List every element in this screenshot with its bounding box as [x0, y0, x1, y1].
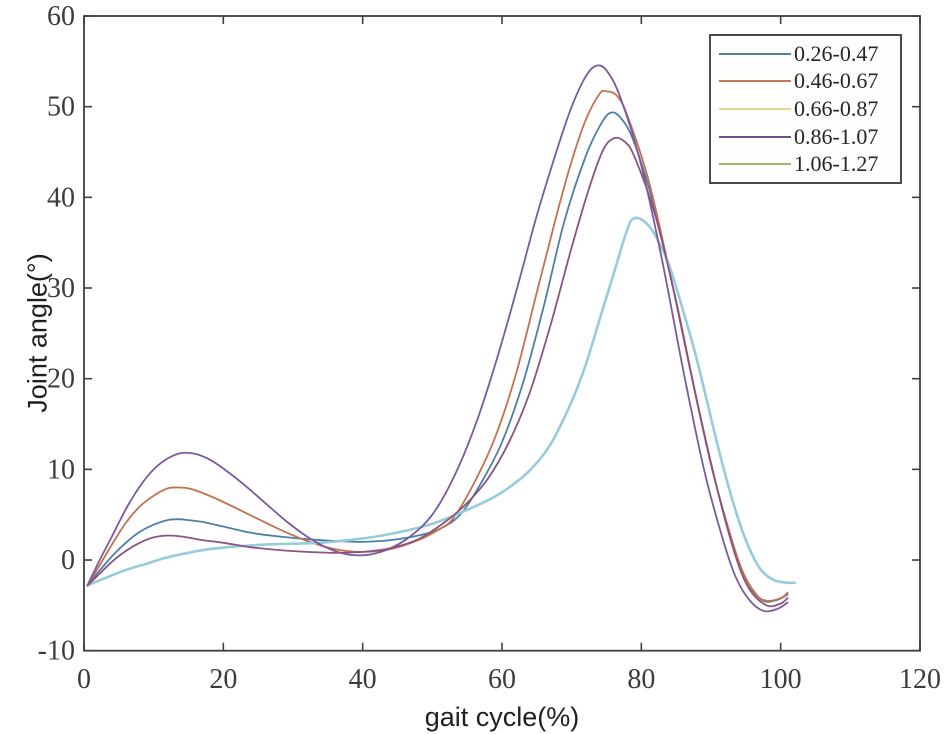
- y-tick-label: 30: [47, 273, 75, 304]
- x-tick-label: 0: [77, 664, 91, 695]
- legend-item: 0.86-1.07: [719, 124, 892, 150]
- legend-item: 0.26-0.47: [719, 41, 892, 67]
- legend-label: 0.26-0.47: [794, 40, 879, 66]
- y-tick-label: -10: [38, 636, 75, 667]
- x-tick-label: 80: [627, 664, 655, 695]
- y-axis-label: Joint angle(°): [22, 253, 53, 413]
- legend-item: 0.66-0.87: [719, 96, 892, 122]
- legend-label: 0.66-0.87: [794, 95, 879, 121]
- legend-item: 0.46-0.67: [719, 68, 892, 94]
- series-line-0.86-1.07: [86, 64, 789, 613]
- legend-item: 1.06-1.27: [719, 151, 892, 177]
- legend-line-swatch: [719, 80, 791, 83]
- y-tick-label: 0: [61, 545, 75, 576]
- x-tick-label: 20: [209, 664, 237, 695]
- x-tick-label: 60: [488, 664, 516, 695]
- y-tick-label: 40: [47, 182, 75, 213]
- x-tick-label: 40: [349, 664, 377, 695]
- legend-line-swatch: [719, 52, 791, 55]
- y-tick-label: 10: [47, 454, 75, 485]
- legend-label: 0.46-0.67: [794, 68, 879, 94]
- series-line-1.06-1.27: [86, 136, 789, 608]
- y-tick-label: 50: [47, 92, 75, 123]
- legend-label: 0.86-1.07: [794, 123, 879, 149]
- legend-line-swatch: [719, 107, 791, 110]
- legend-line-swatch: [719, 163, 791, 166]
- legend: 0.26-0.47 0.46-0.67 0.66-0.87 0.86-1.07 1.06…: [709, 34, 902, 184]
- legend-line-swatch: [719, 135, 791, 138]
- series-line-0.66-0.87: [86, 216, 796, 587]
- series-line-0.26-0.47: [86, 111, 789, 603]
- x-tick-label: 120: [899, 664, 941, 695]
- x-axis-label: gait cycle(%): [424, 702, 580, 732]
- y-tick-label: 20: [47, 364, 75, 395]
- legend-label: 1.06-1.27: [794, 151, 879, 177]
- x-tick-label: 100: [760, 664, 802, 695]
- series-line-0.46-0.67: [86, 89, 789, 602]
- y-tick-label: 60: [47, 1, 75, 32]
